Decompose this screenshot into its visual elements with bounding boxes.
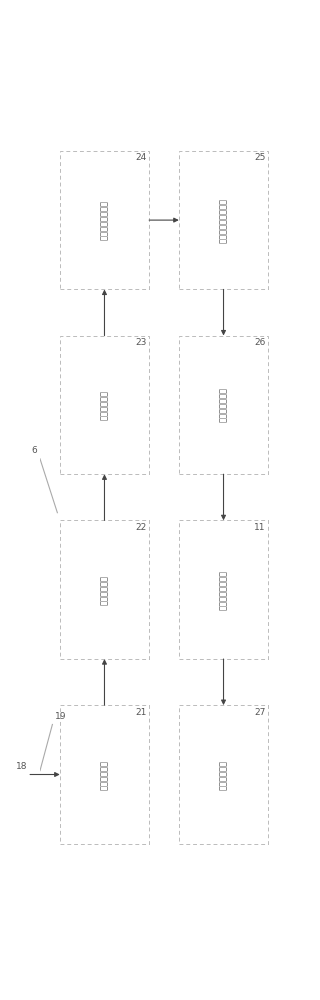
Text: 11: 11 <box>254 523 266 532</box>
Text: 信号模数转换模块: 信号模数转换模块 <box>100 200 109 240</box>
Bar <box>179 520 268 659</box>
Text: 23: 23 <box>135 338 147 347</box>
Text: 18: 18 <box>16 762 28 771</box>
Bar <box>179 151 268 289</box>
Bar <box>179 336 268 474</box>
Bar <box>60 705 149 844</box>
Text: 6: 6 <box>32 446 37 455</box>
Text: 信号放大模块: 信号放大模块 <box>100 575 109 605</box>
Text: 信号数转换模块: 信号数转换模块 <box>219 387 228 422</box>
Text: 26: 26 <box>254 338 266 347</box>
Text: 信号放大模块: 信号放大模块 <box>100 390 109 420</box>
Bar <box>179 705 268 844</box>
Text: 27: 27 <box>254 708 266 717</box>
Bar <box>60 151 149 289</box>
Text: 信号计算与处理模块: 信号计算与处理模块 <box>219 198 228 243</box>
Bar <box>60 336 149 474</box>
Bar <box>60 520 149 659</box>
Text: 信号输入模块: 信号输入模块 <box>100 760 109 790</box>
Text: 19: 19 <box>55 712 66 721</box>
Text: 21: 21 <box>135 708 147 717</box>
Text: 22: 22 <box>135 523 147 532</box>
Text: 输出信号放大模块: 输出信号放大模块 <box>219 570 228 610</box>
Text: 信号输出模块: 信号输出模块 <box>219 760 228 790</box>
Text: 25: 25 <box>254 153 266 162</box>
Text: 24: 24 <box>135 153 147 162</box>
